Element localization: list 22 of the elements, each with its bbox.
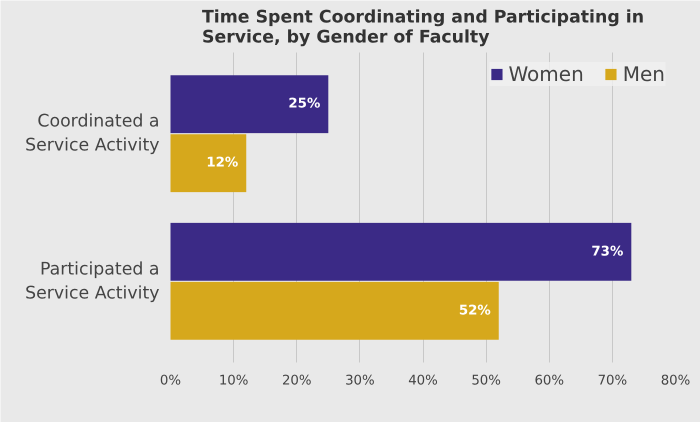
- data-label: 52%: [458, 303, 491, 318]
- legend-label: Women: [508, 62, 584, 86]
- bar: [170, 282, 499, 340]
- chart-title: Time Spent Coordinating and Participating in Service, by Gender of Faculty: [202, 8, 644, 48]
- data-label: 73%: [591, 244, 624, 260]
- x-tick-label: 40%: [408, 374, 438, 388]
- data-label: 25%: [288, 96, 320, 112]
- x-tick-label: 80%: [660, 374, 690, 388]
- x-tick-label: 30%: [345, 374, 375, 388]
- legend-label: Men: [622, 62, 665, 86]
- data-label: 12%: [206, 156, 238, 171]
- x-tick-label: 10%: [218, 374, 248, 388]
- bar: [170, 222, 632, 281]
- bar: [170, 75, 328, 134]
- bar: [170, 134, 246, 192]
- x-tick-label: 20%: [282, 374, 312, 388]
- y-tick-label: Participated a Service Activity: [25, 259, 160, 304]
- x-tick-label: 70%: [598, 374, 628, 388]
- x-tick-label: 60%: [534, 374, 564, 388]
- y-tick-label: Coordinated a Service Activity: [25, 112, 160, 156]
- x-tick-label: 50%: [471, 374, 501, 388]
- x-tick-label: 0%: [160, 374, 182, 388]
